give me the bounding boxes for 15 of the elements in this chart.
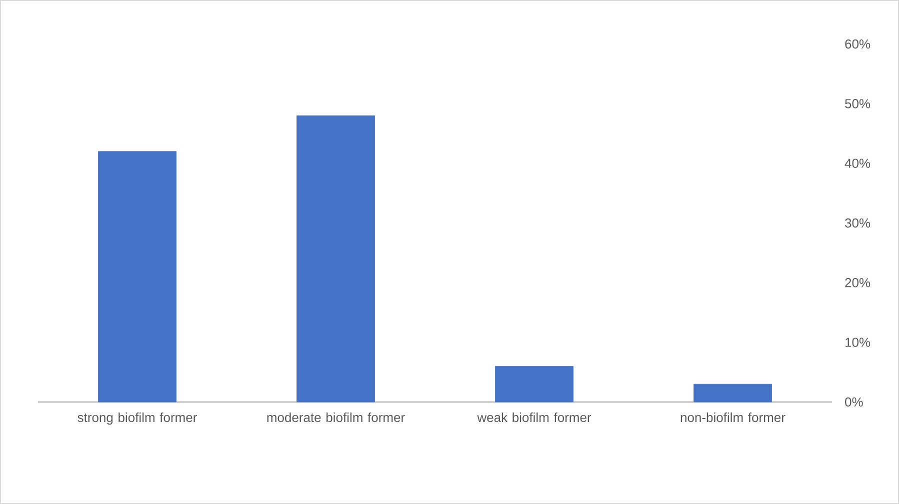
- x-tick-label: weak biofilm former: [477, 412, 592, 422]
- bar: [296, 115, 375, 402]
- x-tick-label: strong biofilm former: [78, 412, 197, 425]
- y-tick-label: 0%: [845, 397, 863, 407]
- y-tick-label: 40%: [844, 158, 870, 168]
- y-tick-label: 60%: [845, 39, 870, 49]
- y-tick-label: 50%: [845, 99, 870, 108]
- y-tick-label: 20%: [845, 278, 870, 288]
- bar: [495, 366, 574, 402]
- y-tick-label: 10%: [846, 338, 870, 347]
- x-tick-label: moderate biofilm former: [267, 412, 405, 422]
- x-tick-label: non-biofilm former: [680, 412, 786, 422]
- bar: [98, 151, 176, 402]
- bar: [694, 384, 772, 402]
- y-tick-label: 30%: [845, 218, 870, 228]
